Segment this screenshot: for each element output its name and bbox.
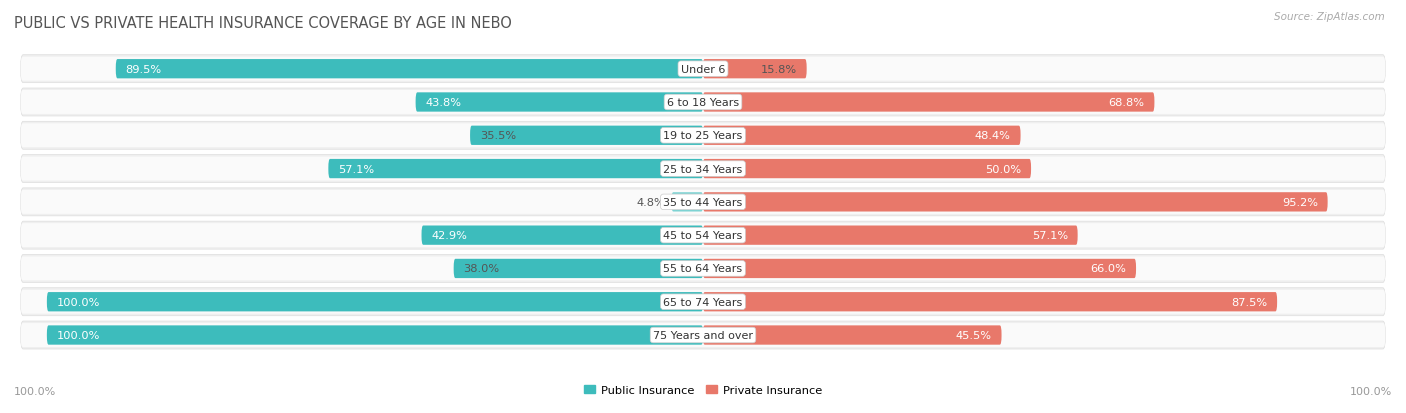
Legend: Public Insurance, Private Insurance: Public Insurance, Private Insurance — [579, 380, 827, 400]
FancyBboxPatch shape — [21, 288, 1385, 316]
FancyBboxPatch shape — [454, 259, 703, 278]
FancyBboxPatch shape — [21, 122, 1385, 150]
Text: 100.0%: 100.0% — [56, 330, 100, 340]
FancyBboxPatch shape — [21, 157, 1385, 181]
FancyBboxPatch shape — [21, 89, 1385, 117]
FancyBboxPatch shape — [703, 60, 807, 79]
FancyBboxPatch shape — [21, 321, 1385, 349]
Text: Source: ZipAtlas.com: Source: ZipAtlas.com — [1274, 12, 1385, 22]
FancyBboxPatch shape — [21, 257, 1385, 281]
Text: 100.0%: 100.0% — [1350, 387, 1392, 396]
FancyBboxPatch shape — [703, 325, 1001, 345]
FancyBboxPatch shape — [46, 325, 703, 345]
FancyBboxPatch shape — [21, 91, 1385, 115]
FancyBboxPatch shape — [703, 126, 1021, 145]
Text: 66.0%: 66.0% — [1090, 264, 1126, 274]
Text: 45.5%: 45.5% — [956, 330, 991, 340]
Text: 48.4%: 48.4% — [974, 131, 1011, 141]
Text: 89.5%: 89.5% — [125, 64, 162, 74]
FancyBboxPatch shape — [21, 222, 1385, 249]
Text: 65 to 74 Years: 65 to 74 Years — [664, 297, 742, 307]
Text: 87.5%: 87.5% — [1232, 297, 1267, 307]
FancyBboxPatch shape — [21, 124, 1385, 148]
Text: PUBLIC VS PRIVATE HEALTH INSURANCE COVERAGE BY AGE IN NEBO: PUBLIC VS PRIVATE HEALTH INSURANCE COVER… — [14, 15, 512, 31]
Text: 95.2%: 95.2% — [1282, 197, 1317, 207]
Text: 55 to 64 Years: 55 to 64 Years — [664, 264, 742, 274]
FancyBboxPatch shape — [21, 223, 1385, 247]
FancyBboxPatch shape — [703, 292, 1277, 312]
Text: 38.0%: 38.0% — [464, 264, 499, 274]
Text: 6 to 18 Years: 6 to 18 Years — [666, 98, 740, 108]
Text: 4.8%: 4.8% — [636, 197, 665, 207]
FancyBboxPatch shape — [21, 323, 1385, 347]
FancyBboxPatch shape — [21, 57, 1385, 81]
FancyBboxPatch shape — [703, 193, 1327, 212]
Text: 42.9%: 42.9% — [432, 230, 467, 240]
Text: 25 to 34 Years: 25 to 34 Years — [664, 164, 742, 174]
FancyBboxPatch shape — [329, 159, 703, 179]
Text: 35.5%: 35.5% — [479, 131, 516, 141]
FancyBboxPatch shape — [21, 155, 1385, 183]
Text: Under 6: Under 6 — [681, 64, 725, 74]
Text: 75 Years and over: 75 Years and over — [652, 330, 754, 340]
Text: 100.0%: 100.0% — [56, 297, 100, 307]
FancyBboxPatch shape — [703, 159, 1031, 179]
Text: 68.8%: 68.8% — [1108, 98, 1144, 108]
FancyBboxPatch shape — [115, 60, 703, 79]
FancyBboxPatch shape — [703, 93, 1154, 112]
Text: 50.0%: 50.0% — [986, 164, 1021, 174]
Text: 100.0%: 100.0% — [14, 387, 56, 396]
Text: 35 to 44 Years: 35 to 44 Years — [664, 197, 742, 207]
FancyBboxPatch shape — [703, 226, 1077, 245]
FancyBboxPatch shape — [470, 126, 703, 145]
FancyBboxPatch shape — [422, 226, 703, 245]
FancyBboxPatch shape — [46, 292, 703, 312]
Text: 57.1%: 57.1% — [1032, 230, 1067, 240]
FancyBboxPatch shape — [703, 259, 1136, 278]
FancyBboxPatch shape — [21, 190, 1385, 214]
Text: 43.8%: 43.8% — [426, 98, 461, 108]
FancyBboxPatch shape — [416, 93, 703, 112]
FancyBboxPatch shape — [21, 188, 1385, 216]
Text: 45 to 54 Years: 45 to 54 Years — [664, 230, 742, 240]
FancyBboxPatch shape — [21, 290, 1385, 314]
FancyBboxPatch shape — [672, 193, 703, 212]
Text: 19 to 25 Years: 19 to 25 Years — [664, 131, 742, 141]
Text: 15.8%: 15.8% — [761, 64, 797, 74]
FancyBboxPatch shape — [21, 56, 1385, 83]
Text: 57.1%: 57.1% — [339, 164, 374, 174]
FancyBboxPatch shape — [21, 255, 1385, 283]
